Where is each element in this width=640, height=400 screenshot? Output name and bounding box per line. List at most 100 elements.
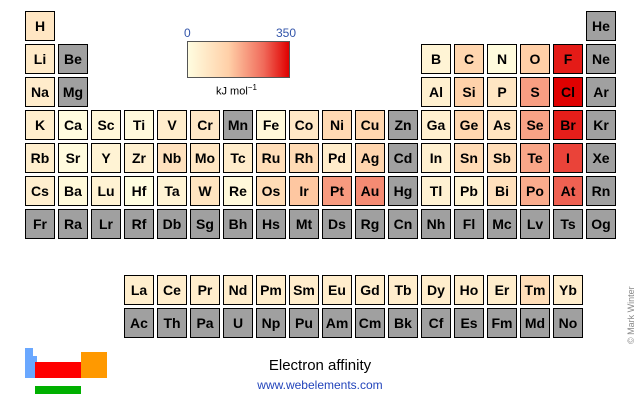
element-Po[interactable]: Po bbox=[520, 176, 550, 206]
element-Be[interactable]: Be bbox=[58, 44, 88, 74]
element-Xe[interactable]: Xe bbox=[586, 143, 616, 173]
element-Mc[interactable]: Mc bbox=[487, 209, 517, 239]
element-Db[interactable]: Db bbox=[157, 209, 187, 239]
element-Ho[interactable]: Ho bbox=[454, 275, 484, 305]
element-Nb[interactable]: Nb bbox=[157, 143, 187, 173]
element-P[interactable]: P bbox=[487, 77, 517, 107]
element-Lu[interactable]: Lu bbox=[91, 176, 121, 206]
element-Cr[interactable]: Cr bbox=[190, 110, 220, 140]
element-Ga[interactable]: Ga bbox=[421, 110, 451, 140]
element-V[interactable]: V bbox=[157, 110, 187, 140]
element-At[interactable]: At bbox=[553, 176, 583, 206]
element-Ne[interactable]: Ne bbox=[586, 44, 616, 74]
element-O[interactable]: O bbox=[520, 44, 550, 74]
element-Ba[interactable]: Ba bbox=[58, 176, 88, 206]
element-Lv[interactable]: Lv bbox=[520, 209, 550, 239]
element-Tc[interactable]: Tc bbox=[223, 143, 253, 173]
element-Na[interactable]: Na bbox=[25, 77, 55, 107]
element-Sb[interactable]: Sb bbox=[487, 143, 517, 173]
element-Cf[interactable]: Cf bbox=[421, 308, 451, 338]
element-Mg[interactable]: Mg bbox=[58, 77, 88, 107]
element-Bh[interactable]: Bh bbox=[223, 209, 253, 239]
element-Gd[interactable]: Gd bbox=[355, 275, 385, 305]
element-Ar[interactable]: Ar bbox=[586, 77, 616, 107]
website-link[interactable]: www.webelements.com bbox=[257, 378, 383, 392]
element-Co[interactable]: Co bbox=[289, 110, 319, 140]
element-Y[interactable]: Y bbox=[91, 143, 121, 173]
element-K[interactable]: K bbox=[25, 110, 55, 140]
element-Eu[interactable]: Eu bbox=[322, 275, 352, 305]
element-Os[interactable]: Os bbox=[256, 176, 286, 206]
element-Rn[interactable]: Rn bbox=[586, 176, 616, 206]
element-Zr[interactable]: Zr bbox=[124, 143, 154, 173]
element-Si[interactable]: Si bbox=[454, 77, 484, 107]
element-N[interactable]: N bbox=[487, 44, 517, 74]
element-Lr[interactable]: Lr bbox=[91, 209, 121, 239]
element-B[interactable]: B bbox=[421, 44, 451, 74]
element-Ts[interactable]: Ts bbox=[553, 209, 583, 239]
element-Pu[interactable]: Pu bbox=[289, 308, 319, 338]
element-Ge[interactable]: Ge bbox=[454, 110, 484, 140]
element-Au[interactable]: Au bbox=[355, 176, 385, 206]
element-Fr[interactable]: Fr bbox=[25, 209, 55, 239]
element-Og[interactable]: Og bbox=[586, 209, 616, 239]
element-Am[interactable]: Am bbox=[322, 308, 352, 338]
element-Hs[interactable]: Hs bbox=[256, 209, 286, 239]
element-Sm[interactable]: Sm bbox=[289, 275, 319, 305]
element-Br[interactable]: Br bbox=[553, 110, 583, 140]
element-Tm[interactable]: Tm bbox=[520, 275, 550, 305]
element-Cu[interactable]: Cu bbox=[355, 110, 385, 140]
element-Yb[interactable]: Yb bbox=[553, 275, 583, 305]
element-I[interactable]: I bbox=[553, 143, 583, 173]
element-Dy[interactable]: Dy bbox=[421, 275, 451, 305]
element-Ca[interactable]: Ca bbox=[58, 110, 88, 140]
element-Zn[interactable]: Zn bbox=[388, 110, 418, 140]
element-Fe[interactable]: Fe bbox=[256, 110, 286, 140]
element-Ir[interactable]: Ir bbox=[289, 176, 319, 206]
element-Tb[interactable]: Tb bbox=[388, 275, 418, 305]
element-Ac[interactable]: Ac bbox=[124, 308, 154, 338]
element-Fm[interactable]: Fm bbox=[487, 308, 517, 338]
element-Sc[interactable]: Sc bbox=[91, 110, 121, 140]
element-Ra[interactable]: Ra bbox=[58, 209, 88, 239]
element-Er[interactable]: Er bbox=[487, 275, 517, 305]
element-Ru[interactable]: Ru bbox=[256, 143, 286, 173]
element-Sn[interactable]: Sn bbox=[454, 143, 484, 173]
element-Pr[interactable]: Pr bbox=[190, 275, 220, 305]
element-Tl[interactable]: Tl bbox=[421, 176, 451, 206]
element-Te[interactable]: Te bbox=[520, 143, 550, 173]
element-No[interactable]: No bbox=[553, 308, 583, 338]
element-Mo[interactable]: Mo bbox=[190, 143, 220, 173]
element-Ta[interactable]: Ta bbox=[157, 176, 187, 206]
element-Se[interactable]: Se bbox=[520, 110, 550, 140]
element-W[interactable]: W bbox=[190, 176, 220, 206]
element-Pd[interactable]: Pd bbox=[322, 143, 352, 173]
element-Nh[interactable]: Nh bbox=[421, 209, 451, 239]
element-Mn[interactable]: Mn bbox=[223, 110, 253, 140]
element-Cs[interactable]: Cs bbox=[25, 176, 55, 206]
element-Pb[interactable]: Pb bbox=[454, 176, 484, 206]
element-Es[interactable]: Es bbox=[454, 308, 484, 338]
element-Cd[interactable]: Cd bbox=[388, 143, 418, 173]
element-Cm[interactable]: Cm bbox=[355, 308, 385, 338]
element-Rh[interactable]: Rh bbox=[289, 143, 319, 173]
element-C[interactable]: C bbox=[454, 44, 484, 74]
element-Md[interactable]: Md bbox=[520, 308, 550, 338]
element-Hf[interactable]: Hf bbox=[124, 176, 154, 206]
element-Ni[interactable]: Ni bbox=[322, 110, 352, 140]
element-Sg[interactable]: Sg bbox=[190, 209, 220, 239]
element-Pa[interactable]: Pa bbox=[190, 308, 220, 338]
element-U[interactable]: U bbox=[223, 308, 253, 338]
element-Ti[interactable]: Ti bbox=[124, 110, 154, 140]
element-Th[interactable]: Th bbox=[157, 308, 187, 338]
element-Cl[interactable]: Cl bbox=[553, 77, 583, 107]
element-Bk[interactable]: Bk bbox=[388, 308, 418, 338]
element-Hg[interactable]: Hg bbox=[388, 176, 418, 206]
element-Sr[interactable]: Sr bbox=[58, 143, 88, 173]
element-S[interactable]: S bbox=[520, 77, 550, 107]
element-Ag[interactable]: Ag bbox=[355, 143, 385, 173]
element-Bi[interactable]: Bi bbox=[487, 176, 517, 206]
element-Rf[interactable]: Rf bbox=[124, 209, 154, 239]
element-La[interactable]: La bbox=[124, 275, 154, 305]
element-As[interactable]: As bbox=[487, 110, 517, 140]
